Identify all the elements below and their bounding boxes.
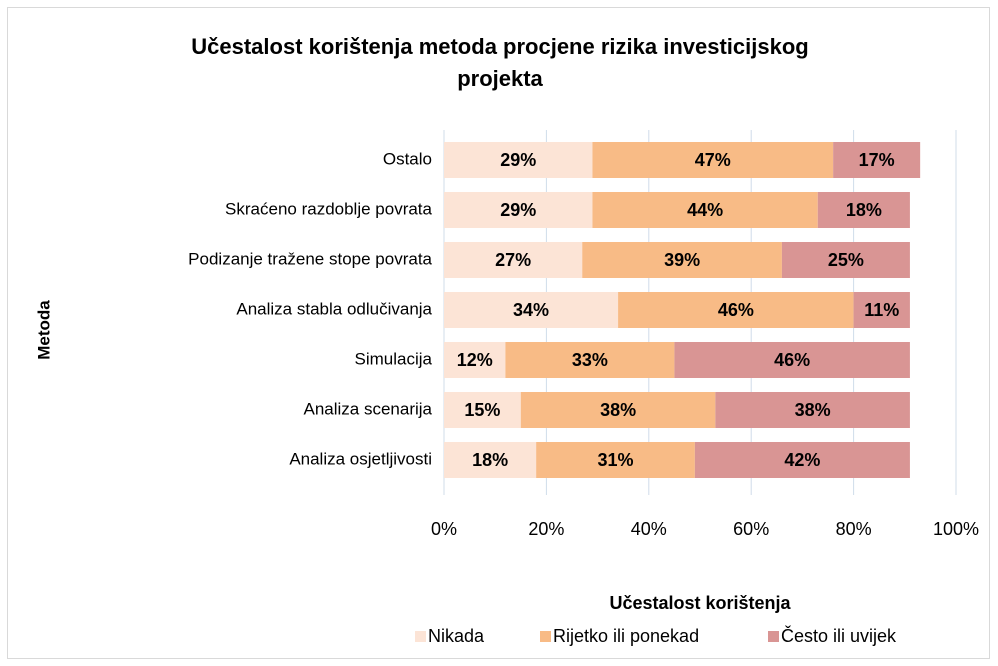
data-label: 29%: [500, 200, 536, 220]
data-label: 18%: [472, 450, 508, 470]
bar-segment: [817, 192, 910, 228]
y-tick-label: Analiza scenarija: [303, 399, 432, 418]
bar-segment: [444, 342, 506, 378]
bar-segment: [781, 242, 910, 278]
y-axis-title: Metoda: [34, 300, 53, 360]
bar-segment: [853, 292, 910, 328]
bar-segment: [833, 142, 921, 178]
legend-label: Nikada: [428, 626, 485, 646]
data-label: 25%: [828, 250, 864, 270]
data-label: 29%: [500, 150, 536, 170]
chart-border: [7, 7, 990, 659]
data-label: 12%: [457, 350, 493, 370]
data-label: 38%: [600, 400, 636, 420]
y-tick-label: Skraćeno razdoblje povrata: [225, 199, 433, 218]
legend-swatch: [540, 631, 551, 642]
x-axis-title: Učestalost korištenja: [609, 593, 791, 613]
bar-segment: [715, 392, 910, 428]
legend-label: Često ili uvijek: [781, 625, 897, 646]
data-label: 27%: [495, 250, 531, 270]
data-label: 18%: [846, 200, 882, 220]
bar-segment: [444, 442, 537, 478]
bar-segment: [444, 392, 521, 428]
legend-swatch: [415, 631, 426, 642]
bar-segment: [444, 142, 593, 178]
bar-segment: [694, 442, 910, 478]
data-label: 44%: [687, 200, 723, 220]
x-tick-label: 20%: [528, 519, 564, 539]
y-tick-label: Simulacija: [355, 349, 433, 368]
bar-segment: [536, 442, 695, 478]
x-tick-label: 0%: [431, 519, 457, 539]
bar-segment: [505, 342, 675, 378]
x-tick-label: 60%: [733, 519, 769, 539]
bar-segment: [444, 242, 583, 278]
data-label: 15%: [464, 400, 500, 420]
data-label: 33%: [572, 350, 608, 370]
bar-segment: [444, 192, 593, 228]
legend-label: Rijetko ili ponekad: [553, 626, 699, 646]
y-tick-label: Podizanje tražene stope povrata: [188, 249, 432, 268]
y-tick-label: Analiza osjetljivosti: [289, 449, 432, 468]
x-tick-label: 40%: [631, 519, 667, 539]
y-tick-label: Analiza stabla odlučivanja: [236, 299, 432, 318]
data-label: 11%: [864, 300, 899, 320]
data-label: 31%: [598, 450, 634, 470]
bar-segment: [582, 242, 782, 278]
data-label: 42%: [784, 450, 820, 470]
data-label: 39%: [664, 250, 700, 270]
chart-title: Učestalost korištenja metoda procjene ri…: [191, 34, 808, 91]
bar-segment: [592, 192, 818, 228]
data-label: 46%: [718, 300, 754, 320]
x-tick-label: 80%: [836, 519, 872, 539]
data-label: 38%: [795, 400, 831, 420]
bar-segment: [592, 142, 834, 178]
bar-segment: [520, 392, 716, 428]
legend-swatch: [768, 631, 779, 642]
bar-segment: [618, 292, 854, 328]
data-label: 34%: [513, 300, 549, 320]
data-label: 46%: [774, 350, 810, 370]
bar-segment: [444, 292, 619, 328]
y-tick-label: Ostalo: [383, 149, 432, 168]
x-tick-label: 100%: [933, 519, 979, 539]
data-label: 47%: [695, 150, 731, 170]
bar-segment: [674, 342, 910, 378]
data-label: 17%: [859, 150, 895, 170]
